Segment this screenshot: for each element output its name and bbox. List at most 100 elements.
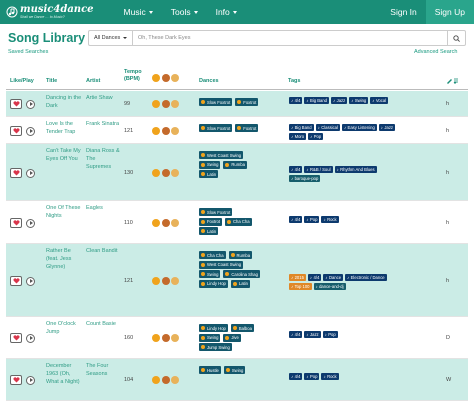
- search-button[interactable]: [447, 31, 465, 45]
- tag-badge[interactable]: ♪ Pop: [304, 373, 320, 380]
- dance-badge[interactable]: Swing: [199, 270, 221, 278]
- nav-info[interactable]: Info: [216, 7, 237, 17]
- tag-badge[interactable]: ♪ Rock: [321, 216, 339, 223]
- play-button[interactable]: [26, 99, 35, 109]
- dance-badge[interactable]: Swing: [199, 160, 221, 169]
- nav-music[interactable]: Music: [124, 7, 153, 17]
- dance-badge[interactable]: Jump Swing: [199, 343, 232, 351]
- artist-link[interactable]: Frank Sinatra: [86, 121, 120, 127]
- tag-badge[interactable]: ♪ R&B / Soul: [304, 166, 333, 173]
- tag-badge[interactable]: ♪ Pop: [304, 216, 320, 223]
- dance-badge[interactable]: Carolina Shag: [223, 270, 260, 278]
- tag-badge[interactable]: ♪ Rock: [321, 373, 339, 380]
- tag-badge[interactable]: ♪ Big Band: [304, 97, 330, 104]
- artist-link[interactable]: Count Basie: [86, 321, 116, 327]
- dance-badge[interactable]: Latin: [199, 170, 219, 178]
- song-title-link[interactable]: Love Is the Tender Trap: [46, 121, 76, 135]
- tag-badge[interactable]: ♪ Jazz: [378, 124, 396, 131]
- dance-badge[interactable]: Foxtrot: [199, 217, 223, 226]
- tag-badge[interactable]: ♪ Big Band: [289, 124, 314, 131]
- sign-up-button[interactable]: Sign Up: [425, 0, 474, 24]
- logo[interactable]: music4dance Shall we Dance … to Music?: [6, 4, 94, 20]
- tag-badge[interactable]: ♪ Moro: [289, 133, 307, 140]
- like-button[interactable]: [10, 218, 22, 228]
- sign-in-button[interactable]: Sign In: [390, 7, 417, 17]
- play-button[interactable]: [26, 375, 35, 385]
- artist-link[interactable]: Artie Shaw: [86, 95, 113, 101]
- tag-badge[interactable]: ♪ 4/4: [289, 166, 303, 173]
- col-like-play[interactable]: Like/Play: [10, 78, 34, 84]
- tag-badge[interactable]: ♪ Top 100: [289, 283, 312, 290]
- tag-badge[interactable]: ♪ 4/4: [289, 97, 303, 104]
- dance-badge[interactable]: Lindy Hop: [199, 279, 228, 288]
- song-title-link[interactable]: December 1963 (Oh, What a Night): [46, 363, 80, 385]
- tag-badge[interactable]: ♪ Vocal: [370, 97, 389, 104]
- advanced-search-link[interactable]: Advanced Search: [414, 49, 458, 55]
- tag-badge[interactable]: ♪ Swing: [349, 97, 369, 104]
- play-button[interactable]: [26, 276, 35, 286]
- dance-badge[interactable]: Foxtrot: [235, 98, 259, 106]
- song-title-link[interactable]: One O'clock Jump: [46, 321, 76, 335]
- song-title-link[interactable]: Can't Take My Eyes Off You: [46, 148, 81, 162]
- tag-badge[interactable]: ♪ Pop: [308, 133, 324, 140]
- tag-badge[interactable]: ♪ Rhythm And Blues: [334, 166, 377, 173]
- play-button[interactable]: [26, 168, 35, 178]
- artist-link[interactable]: Clean Bandit: [86, 248, 118, 254]
- tag-badge[interactable]: ♪ Pop: [322, 331, 338, 338]
- tag-badge[interactable]: ♪ Jazz: [331, 97, 348, 104]
- col-title[interactable]: Title: [46, 78, 58, 84]
- like-button[interactable]: [10, 99, 22, 109]
- tag-badge[interactable]: ♪ Jazz: [304, 331, 321, 338]
- like-button[interactable]: [10, 126, 22, 136]
- like-button[interactable]: [10, 333, 22, 343]
- dance-badge[interactable]: Latin: [230, 279, 250, 288]
- col-artist[interactable]: Artist: [86, 78, 101, 84]
- tag-badge[interactable]: ♪ Dance: [323, 274, 344, 281]
- tag-badge[interactable]: ♪ Electronic / Dance: [345, 274, 387, 281]
- saved-searches-link[interactable]: Saved Searches: [8, 49, 49, 55]
- like-button[interactable]: [10, 375, 22, 385]
- tag-badge[interactable]: ♪ 4/4: [289, 331, 303, 338]
- song-title-link[interactable]: Dancing in the Dark: [46, 95, 82, 109]
- tag-badge[interactable]: ♪ dance-and-dj: [313, 283, 346, 290]
- dance-badge[interactable]: West Coast Swing: [199, 151, 244, 159]
- tag-badge[interactable]: ♪ 2015: [289, 274, 306, 281]
- tag-badge[interactable]: ♪ 4/4: [307, 274, 322, 281]
- dance-select[interactable]: All Dances: [89, 31, 133, 45]
- artist-link[interactable]: Diana Ross & The Supremes: [86, 148, 120, 170]
- tag-badge[interactable]: ♪ Easy Listening: [341, 124, 377, 131]
- dance-badge[interactable]: Latin: [199, 227, 219, 235]
- dance-badge[interactable]: Swing: [199, 333, 221, 342]
- tag-badge[interactable]: ♪ Classical: [315, 124, 340, 131]
- tag-badge[interactable]: ♪ 4/4: [289, 216, 303, 223]
- dance-badge[interactable]: Rumba: [228, 251, 253, 259]
- play-button[interactable]: [26, 218, 35, 228]
- dance-badge[interactable]: Slow Foxtrot: [199, 208, 233, 216]
- artist-link[interactable]: The Four Seasons: [86, 363, 109, 377]
- dance-badge[interactable]: Lindy Hop: [199, 324, 228, 332]
- col-energy-icons[interactable]: [152, 74, 181, 82]
- like-button[interactable]: [10, 168, 22, 178]
- col-tempo[interactable]: Tempo (BPM): [124, 69, 142, 83]
- dance-badge[interactable]: Balboa: [230, 324, 254, 332]
- like-button[interactable]: [10, 276, 22, 286]
- dance-badge[interactable]: Slow Foxtrot: [199, 98, 233, 106]
- song-title-link[interactable]: Rather Be (feat. Jess Glynne): [46, 248, 72, 270]
- search-input[interactable]: Oh, These Dark Eyes: [138, 35, 191, 41]
- dance-badge[interactable]: Cha Cha: [199, 251, 226, 259]
- play-button[interactable]: [26, 126, 35, 136]
- col-tags[interactable]: Tags: [288, 78, 301, 84]
- artist-link[interactable]: Eagles: [86, 205, 103, 211]
- dance-badge[interactable]: Swing: [223, 366, 246, 374]
- dance-badge[interactable]: Cha Cha: [225, 217, 252, 226]
- col-dances[interactable]: Dances: [199, 78, 219, 84]
- dance-badge[interactable]: Rumba: [223, 160, 247, 169]
- dance-badge[interactable]: Slow Foxtrot: [199, 124, 233, 132]
- play-button[interactable]: [26, 333, 35, 343]
- edit-sort-icon[interactable]: [446, 77, 460, 84]
- tag-badge[interactable]: ♪ baroque-pop: [289, 175, 321, 182]
- dance-badge[interactable]: Hustle: [199, 366, 221, 374]
- dance-badge[interactable]: Foxtrot: [235, 124, 259, 132]
- nav-tools[interactable]: Tools: [171, 7, 198, 17]
- dance-badge[interactable]: Jive: [223, 333, 241, 342]
